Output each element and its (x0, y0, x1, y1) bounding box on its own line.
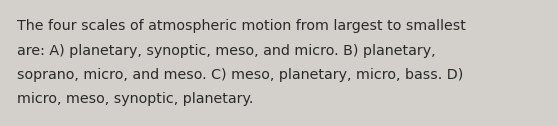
Text: The four scales of atmospheric motion from largest to smallest: The four scales of atmospheric motion fr… (17, 19, 465, 33)
Text: soprano, micro, and meso. C) meso, planetary, micro, bass. D): soprano, micro, and meso. C) meso, plane… (17, 68, 463, 82)
Text: micro, meso, synoptic, planetary.: micro, meso, synoptic, planetary. (17, 92, 253, 106)
Text: are: A) planetary, synoptic, meso, and micro. B) planetary,: are: A) planetary, synoptic, meso, and m… (17, 44, 435, 58)
